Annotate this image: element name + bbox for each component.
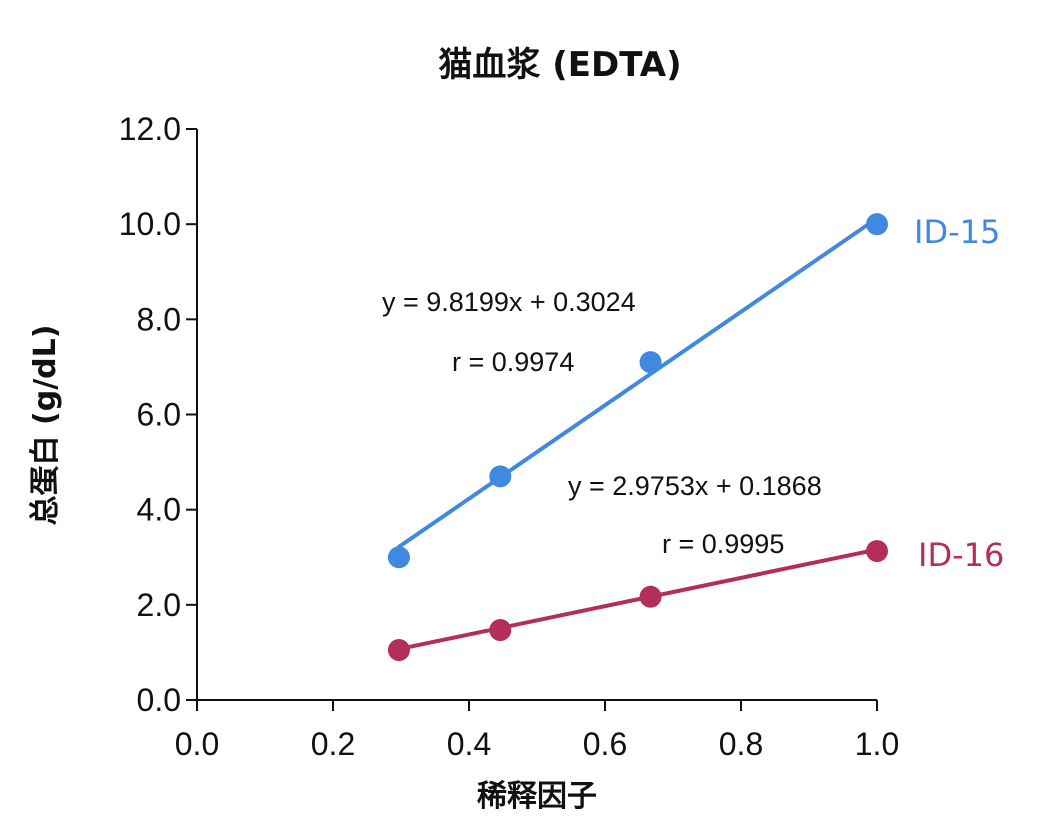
x-tick-label: 0.8 — [719, 726, 763, 762]
data-point-id-15 — [489, 465, 512, 488]
data-point-id-16 — [387, 639, 410, 662]
y-tick-label: 2.0 — [137, 587, 181, 623]
x-tick-label: 0.4 — [447, 726, 491, 762]
y-tick-label: 4.0 — [137, 492, 181, 528]
r-value-id-15: r = 0.9974 — [452, 347, 574, 377]
data-point-id-15 — [639, 351, 662, 374]
chart-title: 猫血浆 (EDTA) — [438, 45, 681, 85]
y-tick-label: 8.0 — [137, 301, 181, 337]
data-point-id-15 — [387, 546, 410, 569]
x-tick-label: 1.0 — [855, 726, 899, 762]
y-tick-label: 12.0 — [119, 111, 181, 147]
x-axis-title: 稀释因子 — [477, 779, 597, 814]
x-tick-label: 0.2 — [311, 726, 355, 762]
y-tick-label: 6.0 — [137, 397, 181, 433]
equation-id-16: y = 2.9753x + 0.1868 — [568, 471, 822, 501]
data-point-id-16 — [866, 540, 888, 563]
equation-id-15: y = 9.8199x + 0.3024 — [382, 287, 636, 317]
series-id-16 — [387, 540, 888, 662]
data-point-id-16 — [639, 585, 662, 608]
x-tick-label: 0.6 — [583, 726, 627, 762]
r-value-id-16: r = 0.9995 — [662, 529, 784, 559]
series-layer — [387, 213, 888, 662]
x-ticks: 0.0 0.2 0.4 0.6 0.8 1.0 — [175, 700, 899, 762]
series-label-id-15: ID-15 — [914, 213, 1000, 251]
y-tick-label: 10.0 — [119, 206, 181, 242]
x-tick-label: 0.0 — [175, 726, 219, 762]
trendline-id-16 — [396, 547, 879, 652]
y-axis-title: 总蛋白 (g/dL) — [28, 325, 63, 526]
series-label-id-16: ID-16 — [918, 536, 1004, 574]
y-tick-label: 0.0 — [137, 682, 181, 718]
data-point-id-15 — [866, 213, 888, 236]
data-point-id-16 — [489, 619, 512, 642]
series-id-15 — [387, 213, 888, 569]
trendline-id-15 — [396, 216, 879, 549]
y-ticks: 0.0 2.0 4.0 6.0 8.0 10.0 12.0 — [119, 111, 197, 718]
